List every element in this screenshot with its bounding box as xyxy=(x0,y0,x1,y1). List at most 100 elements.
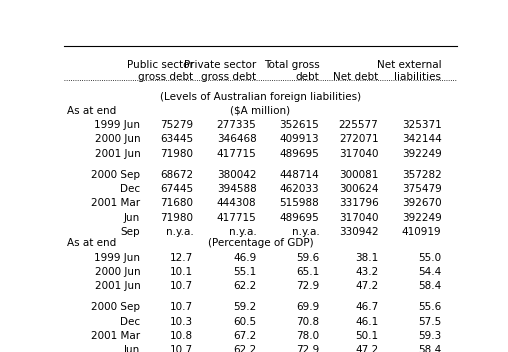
Text: 75279: 75279 xyxy=(161,120,194,130)
Text: 330942: 330942 xyxy=(339,227,378,237)
Text: 65.1: 65.1 xyxy=(296,267,320,277)
Text: 2001 Mar: 2001 Mar xyxy=(91,331,140,341)
Text: 375479: 375479 xyxy=(402,184,441,194)
Text: 71980: 71980 xyxy=(161,149,194,159)
Text: 54.4: 54.4 xyxy=(418,267,441,277)
Text: 392249: 392249 xyxy=(402,213,441,223)
Text: 317040: 317040 xyxy=(339,213,378,223)
Text: 2001 Jun: 2001 Jun xyxy=(94,149,140,159)
Text: 10.1: 10.1 xyxy=(170,267,194,277)
Text: 394588: 394588 xyxy=(217,184,257,194)
Text: 515988: 515988 xyxy=(280,198,320,208)
Text: 55.1: 55.1 xyxy=(233,267,257,277)
Text: liabilities: liabilities xyxy=(394,72,441,82)
Text: 47.2: 47.2 xyxy=(355,345,378,352)
Text: Public sector: Public sector xyxy=(126,60,194,70)
Text: 62.2: 62.2 xyxy=(233,345,257,352)
Text: 10.3: 10.3 xyxy=(170,316,194,327)
Text: 462033: 462033 xyxy=(280,184,320,194)
Text: Jun: Jun xyxy=(124,345,140,352)
Text: 489695: 489695 xyxy=(280,213,320,223)
Text: n.y.a.: n.y.a. xyxy=(229,227,257,237)
Text: 409913: 409913 xyxy=(280,134,320,144)
Text: 50.1: 50.1 xyxy=(355,331,378,341)
Text: 352615: 352615 xyxy=(280,120,320,130)
Text: Dec: Dec xyxy=(120,316,140,327)
Text: 12.7: 12.7 xyxy=(170,252,194,263)
Text: 59.6: 59.6 xyxy=(296,252,320,263)
Text: 46.1: 46.1 xyxy=(355,316,378,327)
Text: 59.3: 59.3 xyxy=(418,331,441,341)
Text: 300624: 300624 xyxy=(339,184,378,194)
Text: 325371: 325371 xyxy=(402,120,441,130)
Text: gross debt: gross debt xyxy=(138,72,194,82)
Text: Net debt: Net debt xyxy=(333,72,378,82)
Text: 71680: 71680 xyxy=(161,198,194,208)
Text: 43.2: 43.2 xyxy=(355,267,378,277)
Text: 58.4: 58.4 xyxy=(418,345,441,352)
Text: 2000 Jun: 2000 Jun xyxy=(94,267,140,277)
Text: 444308: 444308 xyxy=(217,198,257,208)
Text: 60.5: 60.5 xyxy=(233,316,257,327)
Text: 346468: 346468 xyxy=(217,134,257,144)
Text: 55.0: 55.0 xyxy=(418,252,441,263)
Text: 380042: 380042 xyxy=(217,170,257,180)
Text: Sep: Sep xyxy=(120,227,140,237)
Text: 272071: 272071 xyxy=(339,134,378,144)
Text: Net external: Net external xyxy=(377,60,441,70)
Text: 392249: 392249 xyxy=(402,149,441,159)
Text: 67.2: 67.2 xyxy=(233,331,257,341)
Text: 63445: 63445 xyxy=(161,134,194,144)
Text: 357282: 357282 xyxy=(402,170,441,180)
Text: 47.2: 47.2 xyxy=(355,281,378,291)
Text: (Percentage of GDP): (Percentage of GDP) xyxy=(208,238,313,248)
Text: 2000 Sep: 2000 Sep xyxy=(91,170,140,180)
Text: gross debt: gross debt xyxy=(201,72,257,82)
Text: 225577: 225577 xyxy=(339,120,378,130)
Text: 317040: 317040 xyxy=(339,149,378,159)
Text: 72.9: 72.9 xyxy=(296,345,320,352)
Text: Private sector: Private sector xyxy=(184,60,257,70)
Text: 342144: 342144 xyxy=(402,134,441,144)
Text: 1999 Jun: 1999 Jun xyxy=(94,120,140,130)
Text: 417715: 417715 xyxy=(217,149,257,159)
Text: 2001 Jun: 2001 Jun xyxy=(94,281,140,291)
Text: 1999 Jun: 1999 Jun xyxy=(94,252,140,263)
Text: 392670: 392670 xyxy=(402,198,441,208)
Text: 410919: 410919 xyxy=(402,227,441,237)
Text: As at end: As at end xyxy=(68,106,117,115)
Text: 2000 Jun: 2000 Jun xyxy=(94,134,140,144)
Text: debt: debt xyxy=(296,72,320,82)
Text: Jun: Jun xyxy=(124,213,140,223)
Text: n.y.a.: n.y.a. xyxy=(166,227,194,237)
Text: 489695: 489695 xyxy=(280,149,320,159)
Text: Total gross: Total gross xyxy=(264,60,320,70)
Text: 300081: 300081 xyxy=(339,170,378,180)
Text: 62.2: 62.2 xyxy=(233,281,257,291)
Text: 55.6: 55.6 xyxy=(418,302,441,312)
Text: 10.7: 10.7 xyxy=(170,281,194,291)
Text: 46.7: 46.7 xyxy=(355,302,378,312)
Text: 10.7: 10.7 xyxy=(170,345,194,352)
Text: Dec: Dec xyxy=(120,184,140,194)
Text: 2000 Sep: 2000 Sep xyxy=(91,302,140,312)
Text: As at end: As at end xyxy=(68,238,117,248)
Text: (Levels of Australian foreign liabilities): (Levels of Australian foreign liabilitie… xyxy=(160,92,361,102)
Text: 67445: 67445 xyxy=(161,184,194,194)
Text: 331796: 331796 xyxy=(339,198,378,208)
Text: 70.8: 70.8 xyxy=(296,316,320,327)
Text: 2001 Mar: 2001 Mar xyxy=(91,198,140,208)
Text: 10.7: 10.7 xyxy=(170,302,194,312)
Text: 448714: 448714 xyxy=(280,170,320,180)
Text: 417715: 417715 xyxy=(217,213,257,223)
Text: 59.2: 59.2 xyxy=(233,302,257,312)
Text: 58.4: 58.4 xyxy=(418,281,441,291)
Text: ($A million): ($A million) xyxy=(230,106,291,115)
Text: 57.5: 57.5 xyxy=(418,316,441,327)
Text: 71980: 71980 xyxy=(161,213,194,223)
Text: n.y.a.: n.y.a. xyxy=(292,227,320,237)
Text: 69.9: 69.9 xyxy=(296,302,320,312)
Text: 46.9: 46.9 xyxy=(233,252,257,263)
Text: 277335: 277335 xyxy=(217,120,257,130)
Text: 68672: 68672 xyxy=(161,170,194,180)
